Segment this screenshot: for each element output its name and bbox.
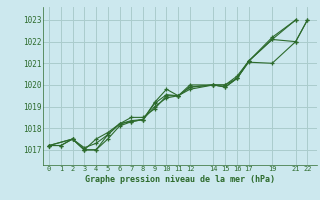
X-axis label: Graphe pression niveau de la mer (hPa): Graphe pression niveau de la mer (hPa) (85, 175, 275, 184)
